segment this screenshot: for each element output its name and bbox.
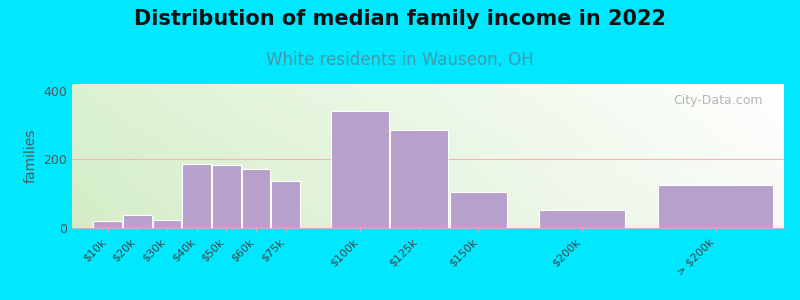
Bar [450,192,507,228]
Text: City-Data.com: City-Data.com [673,94,762,107]
Text: White residents in Wauseon, OH: White residents in Wauseon, OH [266,51,534,69]
Bar [331,111,389,228]
Y-axis label: families: families [24,129,38,183]
Bar [539,210,626,228]
Text: Distribution of median family income in 2022: Distribution of median family income in … [134,9,666,29]
Bar [123,215,152,228]
Bar [94,221,122,228]
Bar [271,181,300,228]
Bar [658,185,774,228]
Bar [153,220,182,228]
Bar [242,169,270,228]
Bar [212,165,241,228]
Bar [390,130,448,228]
Bar [182,164,211,228]
